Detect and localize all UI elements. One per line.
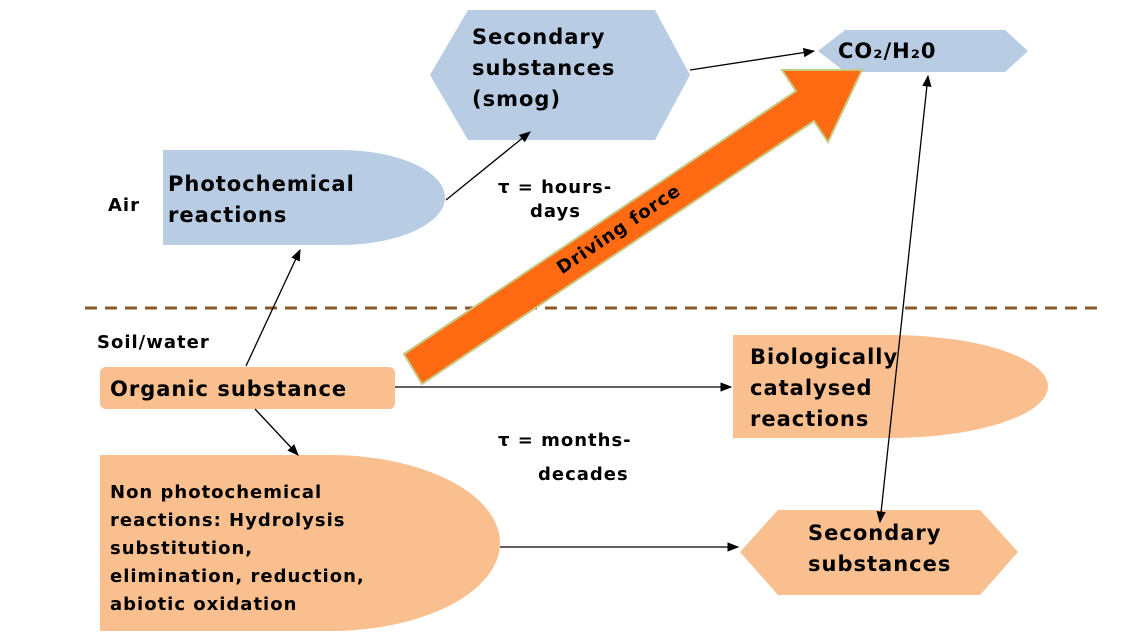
air-label: Air xyxy=(108,195,140,216)
node-label: reactions: Hydrolysis xyxy=(110,510,345,531)
node-label: reactions xyxy=(750,407,869,431)
tau-air: days xyxy=(530,201,581,222)
co2-shape xyxy=(818,30,1028,72)
driving-arrow xyxy=(402,69,864,386)
tau-soil: decades xyxy=(538,464,629,485)
node-label: elimination, reduction, xyxy=(110,566,365,587)
node-label: Secondary xyxy=(472,25,605,49)
node-label: CO₂/H₂0 xyxy=(838,39,937,63)
arrows xyxy=(245,47,932,552)
soil-label: Soil/water xyxy=(97,332,210,353)
tau-soil: τ = months- xyxy=(498,430,632,451)
secondary-shape xyxy=(740,510,1018,595)
arrow xyxy=(445,131,531,201)
node-label: substances xyxy=(472,56,615,80)
node-label: substitution, xyxy=(110,538,253,559)
smog-shape xyxy=(430,10,690,140)
node-label: reactions xyxy=(168,203,287,227)
node-label: substances xyxy=(808,552,951,576)
nonphoto-shape xyxy=(100,455,500,631)
arrow xyxy=(876,74,932,524)
organic-shape xyxy=(100,367,395,409)
node-label: Biologically xyxy=(750,345,898,369)
photo-shape xyxy=(163,150,445,245)
node-label: Non photochemical xyxy=(110,482,322,503)
node-label: Secondary xyxy=(808,521,941,545)
node-label: Photochemical xyxy=(168,172,355,196)
tau-air: τ = hours- xyxy=(498,177,612,198)
node-label: abiotic oxidation xyxy=(110,594,297,615)
arrow xyxy=(254,408,299,456)
arrow xyxy=(245,248,301,367)
node-label: (smog) xyxy=(472,87,561,111)
node-label: Organic substance xyxy=(110,377,347,401)
node-label: catalysed xyxy=(750,376,873,400)
arrow xyxy=(689,47,816,71)
